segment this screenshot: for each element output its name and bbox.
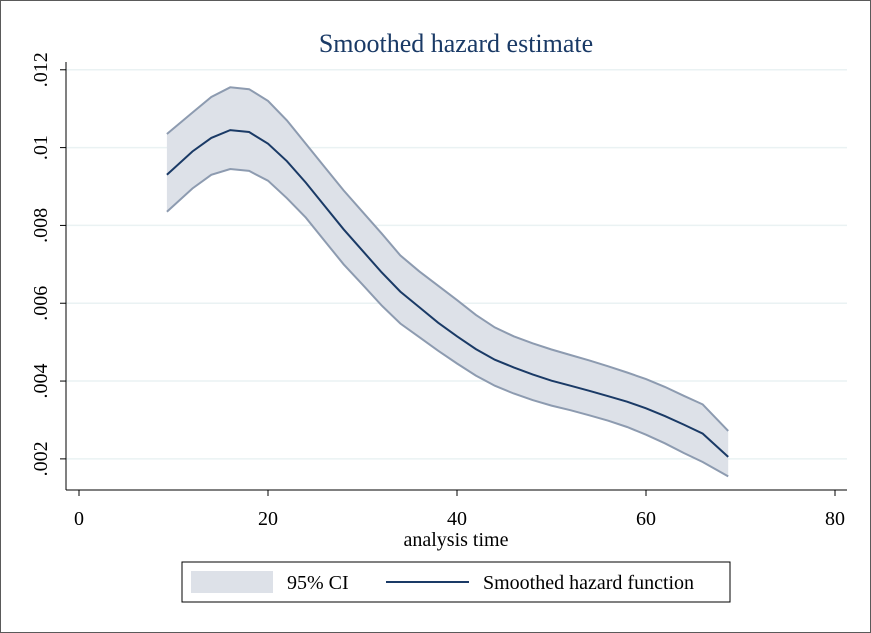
x-tick-label: 60: [636, 508, 656, 530]
x-tick-label: 20: [258, 508, 278, 530]
y-tick-label: .008: [30, 208, 52, 243]
x-tick-label: 0: [74, 508, 84, 530]
ci-lower-bound: [166, 167, 729, 478]
y-tick-label: .006: [30, 286, 52, 321]
legend: 95% CI Smoothed hazard function: [181, 561, 731, 603]
y-tick-label: .002: [30, 441, 52, 476]
chart-title: Smoothed hazard estimate: [319, 29, 593, 58]
legend-ci-label: 95% CI: [287, 572, 349, 594]
y-tick-label: .012: [30, 52, 52, 87]
x-tick-label: 40: [447, 508, 467, 530]
ci-band-layer: [166, 86, 729, 478]
axes: 0 20 40 60 80 .002 .004 .006 .008 .01 .012: [30, 52, 847, 530]
ci-band: [166, 87, 729, 477]
y-tick-label: .004: [30, 364, 52, 399]
hazard-line-layer: [166, 129, 729, 458]
ci-upper-bound: [166, 86, 729, 432]
legend-ci-swatch: [191, 571, 273, 593]
x-tick-label: 80: [825, 508, 845, 530]
x-axis-label: analysis time: [404, 529, 509, 551]
hazard-function-line: [166, 129, 729, 458]
y-tick-label: .01: [30, 135, 52, 160]
legend-hazard-label: Smoothed hazard function: [483, 572, 694, 594]
